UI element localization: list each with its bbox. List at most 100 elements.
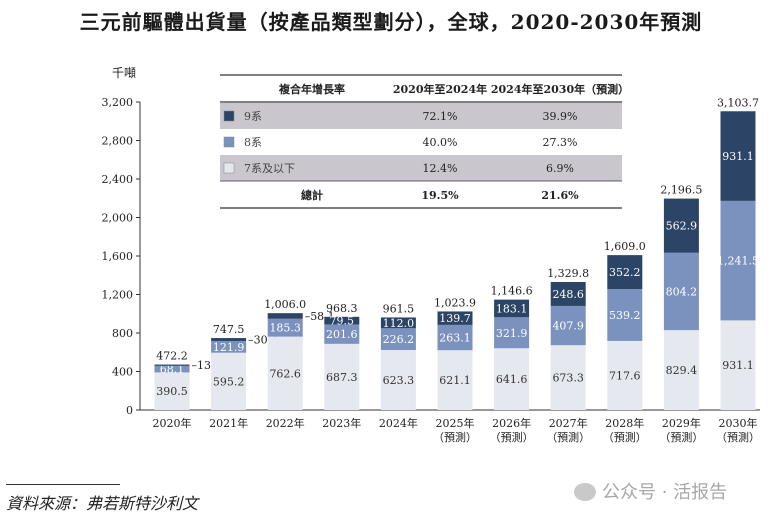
bar-segment-s7 [211, 352, 247, 410]
bar-segment-s7 [494, 348, 530, 410]
total-label: 968.3 [326, 302, 358, 315]
y-tick-label: 2,800 [102, 135, 134, 148]
table-cell: 39.9% [543, 110, 578, 123]
table-header: 複合年增長率 [278, 82, 345, 96]
legend-swatch-s7 [223, 162, 235, 174]
data-label: 1,241.5 [717, 255, 759, 268]
total-label: 3,103.7 [717, 96, 759, 109]
bar-segment-s8 [154, 365, 190, 373]
total-label: 1,146.6 [491, 285, 533, 298]
y-tick-label: 800 [112, 327, 133, 340]
watermark-text: 公众号 · 活报告 [602, 482, 728, 503]
y-tick-label: 1,200 [102, 289, 134, 302]
x-tick-label: 2025年 [436, 416, 475, 430]
x-tick-sublabel: （預測） [546, 430, 590, 444]
total-label: 1,609.0 [604, 240, 646, 253]
axis-layer: 千噸 0 400 800 1,200 1,600 2,000 2,400 2,800 3,200 2… [102, 66, 760, 444]
bar-segment-s7 [720, 320, 756, 410]
total-label: 1,329.8 [547, 267, 589, 280]
bar-segment-s8 [494, 317, 530, 349]
data-label: 121.9 [213, 341, 245, 354]
y-tick-label: 1,600 [102, 250, 134, 263]
data-label: 562.9 [666, 220, 698, 233]
total-label: 961.5 [383, 302, 415, 315]
legend-label: 8系 [244, 136, 262, 149]
y-tick-label: 3,200 [102, 96, 134, 109]
source-divider [6, 484, 120, 485]
bar-segment-s7 [437, 350, 473, 410]
bar-segment-s9 [720, 111, 756, 201]
data-label: 621.1 [439, 374, 471, 387]
data-label: 931.1 [722, 150, 754, 163]
table-total-cell: 21.6% [541, 189, 579, 202]
table-cell: 72.1% [423, 110, 458, 123]
data-label: 762.6 [269, 367, 301, 380]
data-label: 183.1 [496, 302, 528, 315]
bar-segment-s9 [380, 317, 416, 329]
total-label: 2,196.5 [660, 184, 702, 197]
bar-segment-s9 [267, 313, 303, 319]
x-tick-sublabel: （預測） [433, 430, 477, 444]
data-label: 595.2 [213, 375, 245, 388]
data-label: 804.2 [666, 285, 698, 298]
total-label: 1,006.0 [264, 298, 306, 311]
data-label: 68.1 [160, 363, 185, 376]
total-label: 747.5 [213, 323, 245, 336]
bar-segment-s8 [380, 328, 416, 351]
bar-segment-s9 [211, 338, 247, 341]
data-label: 717.6 [609, 369, 641, 382]
data-label: 201.6 [326, 328, 358, 341]
data-label: 321.9 [496, 327, 528, 340]
legend-label: 7系及以下 [244, 162, 295, 175]
bar-segment-s8 [663, 252, 699, 331]
data-label: 673.3 [552, 372, 584, 385]
y-tick-label: 2,000 [102, 212, 134, 225]
bars-layer: 390.568.1 –13.5472.2595.2121.9–30.4747.57… [154, 96, 759, 410]
bar-segment-s8 [437, 324, 473, 351]
x-tick-label: 2027年 [549, 416, 588, 430]
y-tick-label: 0 [126, 404, 133, 417]
y-axis-label: 千噸 [112, 66, 136, 80]
x-tick-label: 2022年 [266, 416, 305, 430]
x-tick-label: 2024年 [379, 416, 418, 430]
legend-label: 9系 [244, 110, 262, 123]
bar-segment-s9 [437, 311, 473, 325]
data-label: 248.6 [552, 288, 584, 301]
data-label: 687.3 [326, 371, 358, 384]
bar-segment-s7 [380, 350, 416, 410]
data-label: 390.5 [156, 385, 188, 398]
x-tick-label: 2030年 [719, 416, 758, 430]
x-tick-label: 2021年 [209, 416, 248, 430]
table-row-band [220, 155, 622, 181]
wechat-icon [574, 483, 596, 501]
bar-segment-s8 [211, 340, 247, 353]
bar-segment-s7 [267, 336, 303, 410]
x-tick-sublabel: （預測） [716, 430, 760, 444]
table-total-label: 總計 [301, 188, 323, 202]
data-label: 139.7 [439, 312, 471, 325]
x-tick-label: 2023年 [322, 416, 361, 430]
bar-segment-s7 [550, 345, 586, 410]
data-label: 226.2 [383, 333, 415, 346]
bar-segment-s8 [720, 200, 756, 321]
legend-swatch-s9 [223, 110, 235, 122]
table-header: 2020年至2024年 [393, 82, 487, 96]
bar-segment-s9 [550, 282, 586, 306]
bar-segment-s8 [267, 318, 303, 337]
x-tick-sublabel: （預測） [490, 430, 534, 444]
bar-segment-s9 [154, 364, 190, 366]
source-note: 資料來源：弗若斯特沙利文 [6, 494, 199, 513]
y-tick-label: 2,400 [102, 173, 134, 186]
chart-title: 三元前驅體出貨量（按產品類型劃分），全球，2020-2030年預測 [79, 10, 703, 34]
bar-segment-s8 [607, 289, 643, 341]
x-tick-label: 2029年 [662, 416, 701, 430]
table-cell: 27.3% [543, 136, 578, 149]
data-label: 539.2 [609, 309, 641, 322]
bar-segment-s8 [550, 305, 586, 346]
data-label: 112.0 [383, 317, 415, 330]
table-cell: 40.0% [423, 136, 458, 149]
bar-segment-s7 [607, 340, 643, 410]
data-label: 641.6 [496, 373, 528, 386]
data-label: 829.4 [666, 364, 698, 377]
